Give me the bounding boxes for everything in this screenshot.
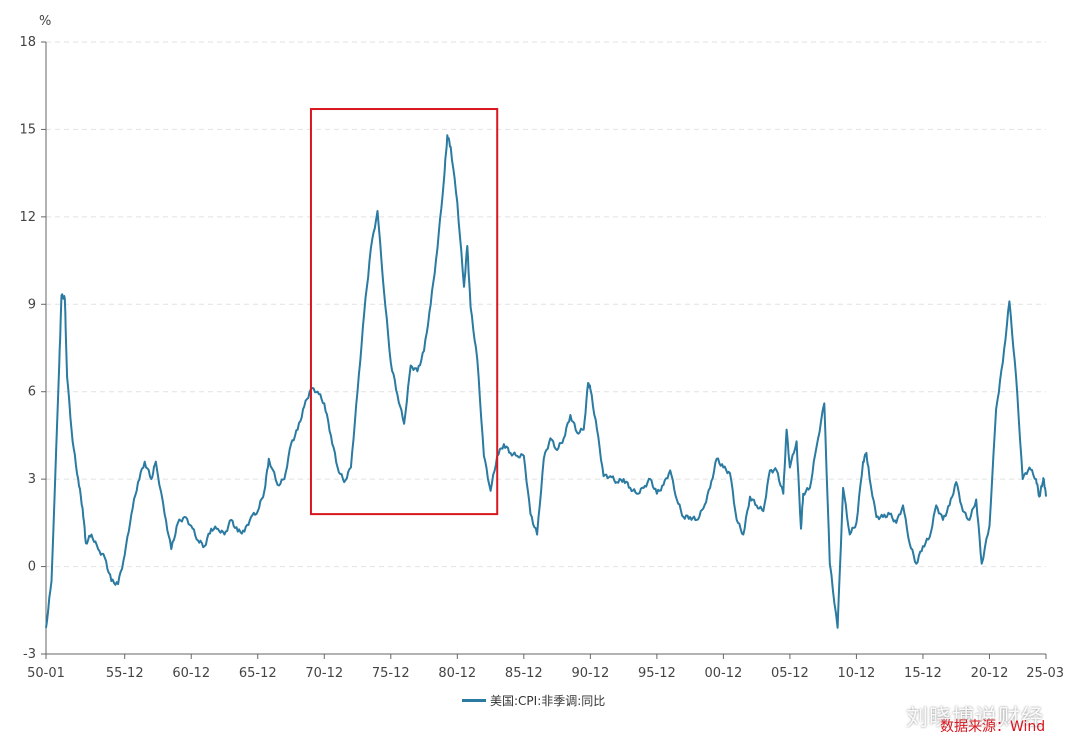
x-tick-label: 75-12 [372,666,410,681]
legend[interactable]: 美国:CPI:非季调:同比 [462,692,605,709]
x-tick-label: 70-12 [305,666,343,681]
y-unit-label: % [39,14,51,29]
x-tick-label: 55-12 [106,666,144,681]
x-tick-label: 65-12 [239,666,277,681]
cpi-series-line [45,134,1047,629]
y-tick-label: -3 [23,647,36,662]
grid-lines [46,41,1046,568]
x-tick-label: 80-12 [438,666,476,681]
highlight-rect [309,108,499,516]
y-tick-label: 0 [28,560,36,575]
x-axis-ticks: 50-01 55-12 60-12 65-12 70-12 75-12 80-12 85-12… [27,654,1064,681]
x-tick-label: 10-12 [838,666,876,681]
x-tick-label: 25-03 [1026,666,1064,681]
source-note: 数据来源：Wind [940,719,1046,735]
y-tick-label: 6 [28,385,36,400]
x-tick-label: 95-12 [638,666,676,681]
y-axis-ticks: -3 0 3 6 9 12 15 18 [19,35,46,662]
legend-label: 美国:CPI:非季调:同比 [490,694,606,708]
highlight-box [309,108,499,516]
y-tick-label: 15 [19,122,36,137]
x-tick-label: 60-12 [172,666,210,681]
x-tick-label: 20-12 [971,666,1009,681]
x-tick-label: 50-01 [27,666,65,681]
x-tick-label: 85-12 [505,666,543,681]
y-tick-label: 12 [19,210,36,225]
axes [45,42,1046,655]
x-tick-label: 00-12 [704,666,742,681]
watermark: 刘晓博说财经 [906,706,1045,731]
legend-swatch [462,699,486,702]
x-tick-label: 15-12 [904,666,942,681]
y-tick-label: 18 [19,35,36,50]
series-group [45,134,1047,629]
x-tick-label: 90-12 [571,666,609,681]
x-tick-label: 05-12 [771,666,809,681]
y-tick-label: 3 [28,472,36,487]
y-tick-label: 9 [28,297,36,312]
